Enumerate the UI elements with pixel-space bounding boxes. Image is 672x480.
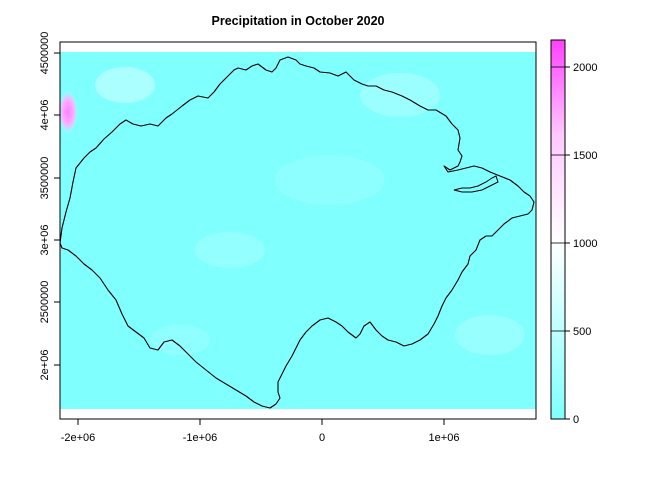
legend-label: 1000 [573,238,597,250]
precipitation-raster [58,52,536,409]
raster-light-patch [455,315,525,355]
legend-label: 1500 [573,150,597,162]
y-tick-label: 3e+06 [39,225,51,256]
peninsula-outline [453,175,499,193]
y-tick-label: 4500000 [39,32,51,75]
y-tick-label: 2e+06 [39,350,51,381]
y-tick-label: 3500000 [39,157,51,200]
x-tick-label: 1e+06 [429,432,460,444]
x-axis: -2e+06 -1e+06 0 1e+06 [61,419,460,444]
chart-title: Precipitation in October 2020 [211,14,385,28]
raster-light-patch [275,155,385,205]
legend-label: 2000 [573,62,597,74]
raster-background [60,52,536,409]
raster-light-patch [150,325,210,355]
raster-light-patch [195,232,265,268]
legend-label: 0 [573,414,579,426]
legend-label: 500 [573,326,591,338]
plot-frame [59,41,537,420]
region-outline [59,56,535,409]
y-tick-label: 2500000 [39,281,51,324]
x-tick-label: -1e+06 [183,432,218,444]
y-axis: 2e+06 2500000 3e+06 3500000 4e+06 450000… [39,32,60,381]
high-precipitation-patch [58,90,78,134]
y-tick-label: 4e+06 [39,100,51,131]
x-tick-label: 0 [319,432,325,444]
color-legend: 0 500 1000 1500 2000 [550,39,597,426]
legend-colorbar [550,39,566,420]
raster-light-patch [95,67,155,103]
x-tick-label: -2e+06 [61,432,96,444]
